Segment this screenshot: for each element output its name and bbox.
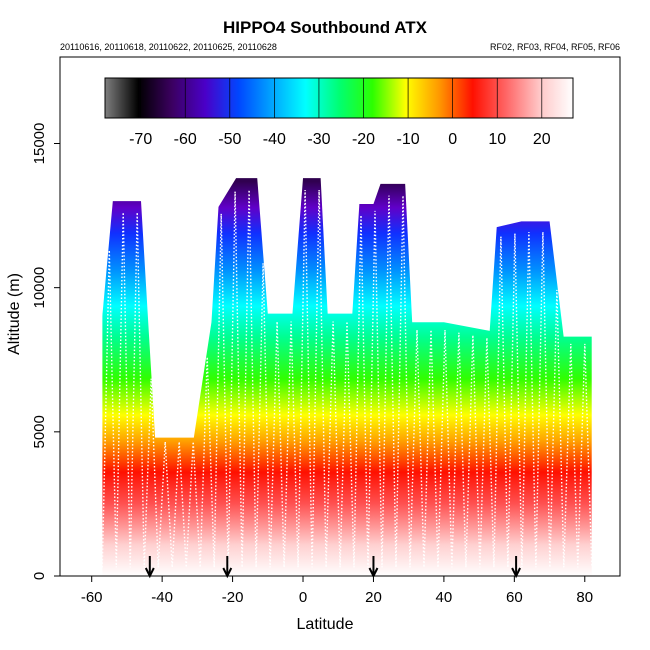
colorbar-tick-label: -60 [174,131,197,148]
x-tick-label: 0 [299,589,307,606]
plot-frame [59,56,621,577]
x-tick-label: 20 [365,589,382,606]
x-tick-label: -20 [222,589,244,606]
y-tick-label: 0 [31,572,48,580]
x-tick-label: -60 [81,589,103,606]
flight-dates: 20110616, 20110618, 20110622, 20110625, … [60,42,277,52]
x-tick-label: -40 [151,589,173,606]
colorbar-tick-label: -40 [263,131,286,148]
x-axis-title: Latitude [296,616,354,633]
chart-title: HIPPO4 Southbound ATX [223,18,427,37]
colorbar-tick-label: -70 [129,131,152,148]
x-tick-label: 80 [576,589,593,606]
colorbar-tick-label: -10 [397,131,420,148]
flight-ids: RF02, RF03, RF04, RF05, RF06 [489,42,620,52]
y-tick-label: 10000 [31,267,48,309]
y-tick-label: 5000 [31,415,48,448]
colorbar-tick-label: 0 [448,131,457,148]
colorbar-tick-label: -30 [307,131,330,148]
y-tick-label: 15000 [31,123,48,165]
flight-track [102,189,592,568]
colorbar-tick-label: -50 [218,131,241,148]
colorbar-tick-label: 20 [533,131,551,148]
colorbar-tick-label: -20 [352,131,375,148]
colorbar-tick-label: 10 [488,131,506,148]
x-tick-label: 60 [506,589,523,606]
colorbar [104,77,574,119]
x-tick-label: 40 [436,589,453,606]
y-axis-title: Altitude (m) [5,273,23,355]
